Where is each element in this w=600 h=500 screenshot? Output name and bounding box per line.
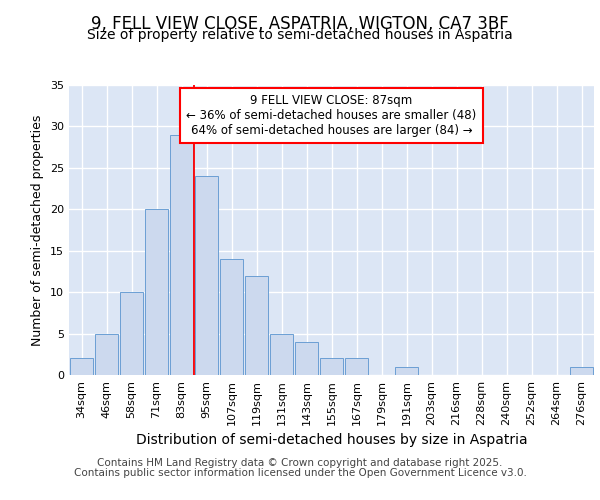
Bar — [320, 358, 343, 375]
Text: Contains public sector information licensed under the Open Government Licence v3: Contains public sector information licen… — [74, 468, 526, 477]
Bar — [269, 334, 293, 375]
Bar — [220, 259, 244, 375]
Bar — [119, 292, 143, 375]
Text: 9 FELL VIEW CLOSE: 87sqm
← 36% of semi-detached houses are smaller (48)
64% of s: 9 FELL VIEW CLOSE: 87sqm ← 36% of semi-d… — [187, 94, 476, 136]
Bar — [395, 366, 418, 375]
Bar — [70, 358, 94, 375]
X-axis label: Distribution of semi-detached houses by size in Aspatria: Distribution of semi-detached houses by … — [136, 434, 527, 448]
Text: Size of property relative to semi-detached houses in Aspatria: Size of property relative to semi-detach… — [87, 28, 513, 42]
Text: Contains HM Land Registry data © Crown copyright and database right 2025.: Contains HM Land Registry data © Crown c… — [97, 458, 503, 468]
Bar — [569, 366, 593, 375]
Bar — [194, 176, 218, 375]
Bar — [295, 342, 319, 375]
Y-axis label: Number of semi-detached properties: Number of semi-detached properties — [31, 114, 44, 346]
Text: 9, FELL VIEW CLOSE, ASPATRIA, WIGTON, CA7 3BF: 9, FELL VIEW CLOSE, ASPATRIA, WIGTON, CA… — [91, 15, 509, 33]
Bar — [95, 334, 118, 375]
Bar — [344, 358, 368, 375]
Bar — [145, 210, 169, 375]
Bar — [170, 134, 193, 375]
Bar — [245, 276, 268, 375]
